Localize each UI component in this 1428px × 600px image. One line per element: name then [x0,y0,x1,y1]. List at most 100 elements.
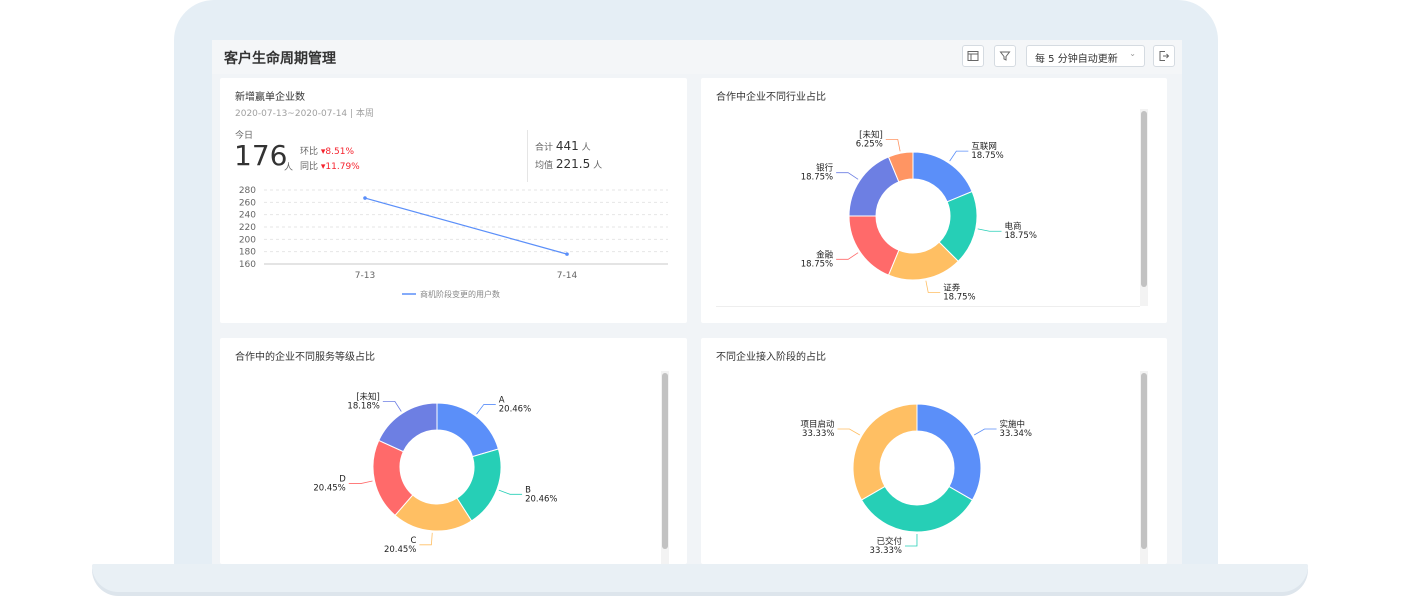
donut-slice [887,151,914,183]
y-tick-label: 280 [239,186,256,196]
x-tick-label: 7-13 [355,271,375,281]
industry-donut-chart: 互联网18.75%电商18.75%证券18.75%金融18.75%银行18.75… [801,129,1037,303]
exit-fullscreen-button[interactable] [1153,45,1175,67]
today-label: 今日 [235,131,254,141]
x-tick-label: 7-14 [557,271,578,281]
slice-name-label: 银行 [816,163,834,174]
trend-line-chart: 160 180 200 220 240 260 280 7-13 7-14 商机阶段变更的用户数 [239,186,668,299]
slice-value-label: 18.75% [801,259,833,269]
period-label: 2020-07-13~2020-07-14 | 本周 [235,109,374,119]
data-point [565,252,569,256]
tb-label: 同比 [300,162,319,172]
y-tick-label: 200 [239,235,256,245]
service-level-card: 合作中的企业不同服务等级占比 A 20.46% B 20.46% C 20.45% D 20.… [220,338,687,564]
hb-label: 环比 [300,147,319,157]
slice-name-label: A [499,396,505,406]
donut-slice [860,485,974,533]
slice-name-label: 电商 [1005,221,1022,232]
slice-name-label: [未知] [356,391,380,402]
card-title: 新增赢单企业数 [235,92,305,103]
chevron-down-icon: ⌄ [1129,49,1136,58]
scrollbar-thumb[interactable] [1141,111,1147,287]
scrollbar[interactable] [1140,371,1148,564]
laptop-base [92,564,1308,592]
scrollbar-thumb[interactable] [1141,373,1147,549]
slice-name-label: D [339,475,346,485]
tb-row: 同比 ▾11.79% [300,159,360,172]
legend-label: 商机阶段变更的用户数 [420,289,500,299]
label-leader [348,480,373,484]
total-unit: 人 [581,143,591,153]
total-label: 合计 [535,143,554,153]
down-arrow-icon: ▾ [320,147,326,157]
slice-value-label: 6.25% [856,139,883,149]
slice-name-label: 实施中 [1000,419,1026,430]
card-title: 不同企业接入阶段的占比 [716,352,826,363]
donut-slice [378,402,438,453]
slice-value-label: 33.34% [1000,429,1032,439]
service-level-donut-chart: A20.46%B20.46%C20.45%D20.45%[未知]18.18% [313,391,557,555]
slice-value-label: 20.45% [313,484,345,494]
slice-name-label: [未知] [859,129,883,140]
slice-value-label: 18.75% [1005,231,1037,241]
label-leader [837,428,861,436]
scrollbar[interactable] [1140,109,1148,306]
filter-button[interactable] [994,45,1016,67]
page-title: 客户生命周期管理 [224,51,336,67]
refresh-interval-select[interactable]: 每 5 分钟自动更新 ⌄ [1026,45,1145,67]
total-row: 合计 441 人 [535,139,591,153]
scrollbar[interactable] [661,371,669,564]
label-leader [836,172,859,180]
label-leader [476,404,496,415]
slice-name-label: 互联网 [971,142,997,152]
access-stage-card: 不同企业接入阶段的占比 实施中 33.34% 已交付 33.33% 项目启动 33.33% [701,338,1167,564]
label-leader [977,228,1002,232]
avg-row: 均值 221.5 人 [535,157,602,171]
label-leader [925,280,941,293]
donut-slice [436,402,500,458]
card-title: 合作中企业不同行业占比 [716,92,826,103]
donut-slice [912,151,973,203]
slice-name-label: B [525,485,531,495]
dashboard-header: 客户生命周期管理 每 5 分钟自动更新 ⌄ [212,40,1182,74]
slice-name-label: C [410,536,416,546]
label-leader [382,400,402,412]
slice-value-label: 20.45% [384,545,416,555]
filter-icon [999,51,1011,61]
dashboard-screen: 客户生命周期管理 每 5 分钟自动更新 ⌄ 新增赢单企业数 2020-07-13… [212,40,1182,564]
donut-slice [852,403,918,501]
slice-name-label: 已交付 [876,536,902,547]
card-title: 合作中的企业不同服务等级占比 [235,352,375,363]
y-tick-label: 220 [239,223,256,233]
exit-icon [1159,51,1170,61]
slice-value-label: 18.18% [347,401,379,411]
layout-icon [967,51,979,61]
slice-value-label: 20.46% [499,405,531,415]
y-tick-label: 260 [239,198,256,208]
tb-value: 11.79% [325,162,360,172]
avg-value: 221.5 [555,157,591,171]
donut-slice [916,403,982,501]
data-point [363,196,367,200]
series-line [364,197,568,255]
divider [527,130,528,182]
avg-unit: 人 [593,161,603,171]
y-tick-label: 240 [239,211,256,221]
slice-value-label: 18.75% [971,151,1003,161]
label-leader [498,489,523,495]
down-arrow-icon: ▾ [320,162,326,172]
chart-baseline [716,306,1140,307]
scrollbar-thumb[interactable] [662,373,668,549]
label-leader [419,532,433,546]
donut-slice [848,156,900,217]
label-leader [836,252,859,260]
slice-name-label: 金融 [816,249,834,260]
slice-name-label: 项目启动 [800,419,835,430]
layout-button[interactable] [962,45,984,67]
total-value: 441 [555,139,579,153]
slice-value-label: 18.75% [943,293,975,303]
donut-slice [848,215,900,276]
slice-value-label: 33.33% [870,546,902,556]
hb-row: 环比 ▾8.51% [300,144,354,157]
